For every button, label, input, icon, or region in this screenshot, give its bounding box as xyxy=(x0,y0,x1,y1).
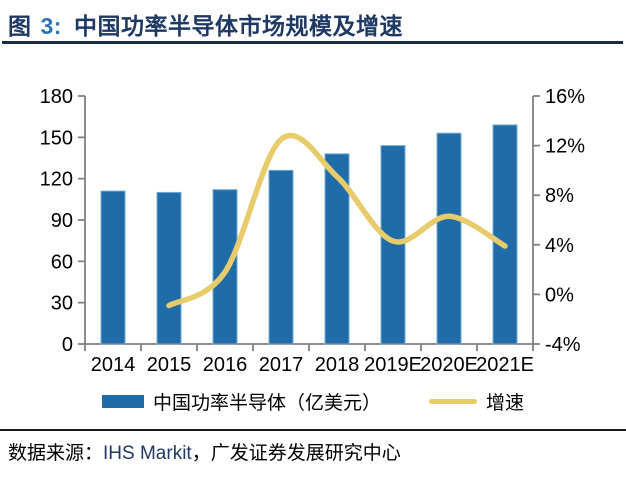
title-underline-divider xyxy=(2,41,623,44)
data-source-label: 数据来源： xyxy=(8,443,104,464)
left-axis-tick-label: 120 xyxy=(40,169,73,191)
x-axis-category-label: 2018 xyxy=(315,354,360,376)
growth-line xyxy=(166,132,508,309)
figure-title: 图 3: 中国功率半导体市场规模及增速 xyxy=(8,7,403,41)
right-axis-tick-label: 12% xyxy=(545,136,585,158)
x-axis-category-label: 2014 xyxy=(91,354,136,376)
data-source-name: IHS Markit xyxy=(103,443,192,464)
right-axis-tick-label: -4% xyxy=(545,334,581,356)
data-source: 数据来源：IHS Markit，广发证券发展研究中心 xyxy=(8,438,401,465)
left-axis-tick-label: 90 xyxy=(51,210,73,232)
x-axis-category-label: 2020E xyxy=(420,354,478,376)
x-axis-category-label: 2021E xyxy=(476,354,534,376)
right-axis-tick-label: 0% xyxy=(545,284,574,306)
left-axis-tick-label: 150 xyxy=(40,127,73,149)
bar-2015 xyxy=(156,191,182,345)
right-axis-tick-label: 4% xyxy=(545,235,574,257)
left-axis-tick-label: 30 xyxy=(51,293,73,315)
bar-series-swatch xyxy=(101,395,144,408)
footer-divider xyxy=(0,429,626,431)
left-axis-tick-label: 0 xyxy=(62,334,73,356)
bar-series-label: 中国功率半导体（亿美元） xyxy=(152,393,381,414)
chart-canvas: 0 30 60 90 120 150 180 -4% 0% 4% 8% 12% 16% 2014 2015 2… xyxy=(40,86,586,376)
x-axis-category-label: 2015 xyxy=(147,354,192,376)
figure-number: 3: xyxy=(40,13,62,39)
data-source-rest: ，广发证券发展研究中心 xyxy=(191,443,401,464)
legend-item-line: 增速 xyxy=(429,388,524,415)
bar-2020E xyxy=(436,132,462,345)
x-axis-category-label: 2019E xyxy=(364,354,422,376)
bar-2019E xyxy=(380,145,406,345)
left-axis-tick-label: 180 xyxy=(40,86,73,108)
x-axis-category-label: 2017 xyxy=(259,354,304,376)
left-axis-tick-label: 60 xyxy=(51,251,73,273)
right-axis-tick-label: 16% xyxy=(545,86,585,108)
legend-item-bar: 中国功率半导体（亿美元） xyxy=(101,388,381,415)
line-series-swatch xyxy=(429,399,477,404)
figure-label: 图 xyxy=(8,14,32,39)
bar-2021E xyxy=(492,124,518,345)
right-axis-tick-label: 8% xyxy=(545,185,574,207)
line-series-label: 增速 xyxy=(486,393,525,414)
x-axis-category-label: 2016 xyxy=(203,354,248,376)
bar-2014 xyxy=(100,190,126,345)
figure-title-text: 中国功率半导体市场规模及增速 xyxy=(73,14,403,39)
chart-legend: 中国功率半导体（亿美元） 增速 xyxy=(0,388,626,415)
bar-2017 xyxy=(268,169,294,345)
